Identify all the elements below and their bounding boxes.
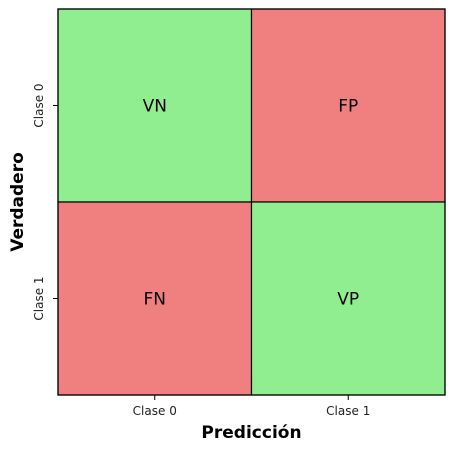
y-axis-label: Verdadero [8,152,28,252]
cell-label-fp: FP [338,97,358,117]
cell-label-vn: VN [143,97,167,117]
y-tick-label-clase-1: Clase 1 [32,276,46,320]
heatmap-cells: VN FP FN VP [57,8,446,396]
x-axis-ticks: Clase 0 Clase 1 [133,395,370,418]
cell-label-fn: FN [144,290,167,310]
cell-vn [57,8,253,203]
cell-vp [250,201,446,396]
x-tick-label-clase-0: Clase 0 [133,404,177,418]
plot-frame [57,8,446,396]
cell-fn [57,201,253,396]
cell-fp [250,8,446,203]
x-tick-label-clase-1: Clase 1 [326,404,370,418]
y-tick-label-clase-0: Clase 0 [32,83,46,127]
x-axis-label: Predicción [201,423,301,443]
y-axis-ticks: Clase 0 Clase 1 [32,83,58,321]
cell-label-vp: VP [337,290,359,310]
